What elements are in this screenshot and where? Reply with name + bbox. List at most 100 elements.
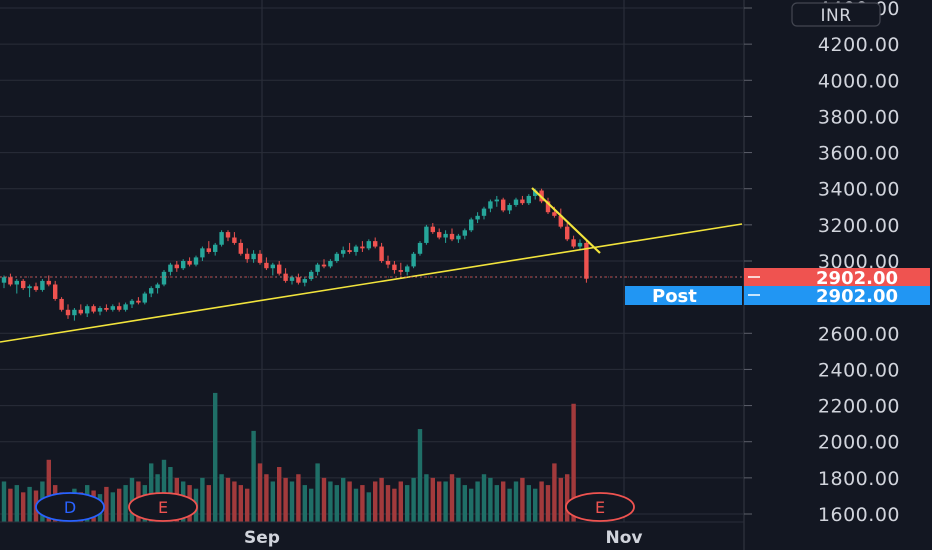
volume-bar (289, 481, 295, 522)
volume-bar (501, 481, 506, 522)
volume-bar (405, 485, 410, 522)
candle-body (117, 306, 122, 310)
candle (526, 194, 531, 205)
price-axis[interactable]: 4400.004200.004000.003800.003600.003400.… (744, 0, 900, 526)
post-session-label: Post (652, 286, 697, 307)
volume-bar (571, 403, 576, 522)
candle (494, 195, 499, 207)
candle (411, 251, 416, 269)
volume-bar (417, 429, 423, 522)
dividend-marker[interactable]: D (35, 492, 105, 522)
candle (21, 279, 26, 290)
candle-body (443, 233, 448, 238)
time-axis[interactable]: Sep Nov (244, 528, 642, 548)
price-tick-label: 2400.00 (818, 359, 900, 381)
candle (225, 230, 231, 242)
volume-bar (334, 485, 339, 522)
candle (379, 242, 384, 263)
candle-body (571, 239, 576, 247)
candle (501, 197, 506, 213)
volume-bar (520, 477, 525, 522)
resistance-trendline[interactable] (531, 187, 601, 254)
candle (283, 268, 288, 283)
candle (558, 208, 563, 229)
volume-bar (328, 481, 333, 522)
candle-body (85, 306, 90, 314)
candle (238, 239, 243, 256)
volume-bar (232, 481, 237, 522)
candle (264, 257, 269, 271)
candle (277, 261, 282, 276)
volume-bar (481, 474, 487, 522)
candle (571, 235, 576, 249)
candle-body (149, 288, 154, 294)
volume-bar (213, 392, 218, 522)
candle (27, 284, 32, 298)
candle-body (379, 246, 384, 261)
candle-body (424, 226, 429, 243)
candle-body (97, 307, 103, 312)
candle-body (40, 280, 45, 290)
candle-body (526, 195, 531, 204)
candle-body (33, 286, 39, 290)
candle-body (577, 242, 583, 247)
price-tick-label: 2200.00 (818, 396, 900, 418)
candle (136, 297, 141, 305)
candle (129, 298, 135, 308)
price-tick-label: 3200.00 (818, 215, 900, 237)
candle (456, 233, 461, 243)
support-trendline[interactable] (0, 223, 743, 343)
candle (424, 224, 429, 245)
volume-bar (513, 481, 519, 522)
earnings-marker-right[interactable]: E (565, 492, 635, 522)
last-price-value: 2902.00 (816, 268, 898, 289)
candle (430, 223, 435, 234)
candle-body (91, 306, 96, 312)
candle-body (475, 215, 480, 220)
volume-bar (302, 485, 307, 522)
price-tick-label: 1600.00 (818, 504, 900, 526)
volume-bar (117, 488, 122, 522)
candle (392, 261, 397, 274)
candle (341, 246, 346, 258)
volume-bar (526, 485, 531, 522)
post-session-tag: Post 2902.00 (625, 286, 930, 307)
candle-body (558, 215, 563, 227)
candle-body (245, 253, 250, 260)
candle-body (8, 277, 13, 285)
volume-bar (469, 488, 474, 522)
volume-bar (277, 467, 282, 522)
grid (0, 0, 744, 522)
candle (213, 242, 218, 256)
candle (200, 246, 205, 261)
candle-body (174, 264, 179, 269)
earnings-marker-left[interactable]: E (128, 492, 198, 522)
volume-bar (341, 477, 346, 522)
currency-button[interactable]: INR (791, 2, 881, 27)
candle (193, 255, 199, 267)
volume-bar (270, 481, 275, 522)
candle-body (53, 284, 58, 299)
candle (373, 237, 378, 249)
candle (270, 262, 275, 276)
candle (232, 232, 237, 245)
volume-bar (475, 481, 480, 522)
volume-bar (488, 477, 493, 522)
candle-body (129, 300, 135, 305)
candle (507, 203, 512, 215)
candle (72, 307, 77, 321)
candle-body (200, 248, 205, 258)
volume-bar (347, 481, 352, 522)
candle (417, 241, 423, 256)
candle (251, 250, 256, 263)
candle-body (385, 261, 391, 265)
candle-body (219, 232, 224, 245)
volume-bar (245, 488, 250, 522)
volume-bar (27, 486, 32, 522)
candle (149, 286, 154, 298)
candle-body (27, 286, 32, 289)
candle-body (417, 242, 423, 254)
candle (545, 197, 551, 215)
volume-bar (200, 477, 205, 522)
